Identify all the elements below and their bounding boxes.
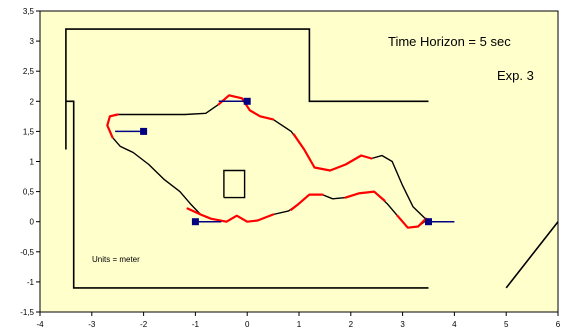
wall-line — [65, 28, 429, 150]
y-tick-label: 0,5 — [23, 188, 35, 197]
highlight-segment — [106, 113, 119, 139]
obstacle-walls — [65, 28, 559, 289]
x-tick-label: -1 — [192, 320, 200, 329]
x-tick-label: -4 — [36, 320, 44, 329]
highlight-segment — [186, 207, 275, 223]
y-tick-label: 1,5 — [23, 127, 35, 136]
x-tick-label: 1 — [297, 320, 302, 329]
y-tick-label: -0,5 — [20, 248, 34, 257]
y-tick-label: 2,5 — [23, 67, 35, 76]
highlight-segment — [290, 193, 324, 211]
x-tick-label: 6 — [556, 320, 561, 329]
wall-line — [65, 100, 429, 289]
plot-area — [39, 10, 559, 313]
robot-marker — [191, 218, 199, 226]
highlight-segment — [292, 133, 373, 172]
x-tick-label: -3 — [88, 320, 96, 329]
highlighted-segments — [106, 94, 427, 229]
x-tick-label: -2 — [140, 320, 148, 329]
y-axis: -1,5 -1 -0,5 0 0,5 1 1,5 2 2,5 3 3,5 — [20, 7, 40, 317]
x-tick-label: 3 — [400, 320, 405, 329]
x-tick-label: 5 — [504, 320, 509, 329]
y-tick-label: 2 — [30, 97, 35, 106]
time-horizon-label: Time Horizon = 5 sec — [388, 34, 511, 49]
robot-markers — [115, 97, 455, 226]
x-tick-label: 2 — [349, 320, 354, 329]
y-tick-label: 1 — [30, 158, 35, 167]
experiment-label: Exp. 3 — [497, 68, 534, 83]
x-tick-label: 0 — [245, 320, 250, 329]
y-tick-label: -1 — [27, 278, 35, 287]
wall-line — [505, 221, 559, 289]
x-axis: -4 -3 -2 -1 0 1 2 3 4 5 6 — [36, 312, 561, 329]
robot-marker — [243, 97, 251, 105]
units-label: Units = meter — [92, 255, 140, 264]
y-tick-label: 0 — [30, 218, 35, 227]
x-tick-label: 4 — [452, 320, 457, 329]
y-tick-label: 3,5 — [23, 7, 35, 16]
obstacle-box — [223, 169, 246, 199]
y-tick-label: -1,5 — [20, 308, 34, 317]
highlight-segment — [396, 214, 427, 229]
highlight-segment — [344, 190, 386, 202]
robot-marker — [425, 218, 432, 226]
robot-marker — [140, 127, 148, 135]
y-tick-label: 3 — [30, 37, 35, 46]
